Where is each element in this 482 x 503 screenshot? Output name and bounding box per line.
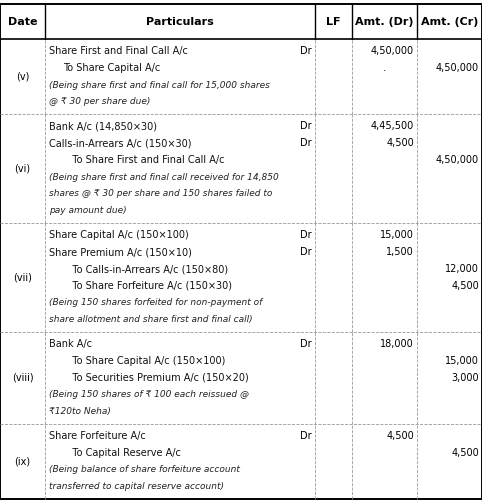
Text: 12,000: 12,000 — [445, 264, 479, 274]
Text: (vi): (vi) — [14, 163, 30, 174]
Text: To Capital Reserve A/c: To Capital Reserve A/c — [63, 448, 181, 458]
Text: 4,500: 4,500 — [386, 138, 414, 148]
Text: To Securities Premium A/c (150×20): To Securities Premium A/c (150×20) — [63, 373, 249, 383]
Text: Dr: Dr — [300, 247, 312, 257]
Text: Dr: Dr — [300, 46, 312, 56]
Text: 4,500: 4,500 — [451, 448, 479, 458]
Text: LF: LF — [326, 17, 341, 27]
Text: 4,50,000: 4,50,000 — [371, 46, 414, 56]
Text: 4,45,500: 4,45,500 — [371, 121, 414, 131]
Text: Bank A/c (14,850×30): Bank A/c (14,850×30) — [49, 121, 157, 131]
Text: Amt. (Cr): Amt. (Cr) — [421, 17, 478, 27]
Text: transferred to capital reserve account): transferred to capital reserve account) — [49, 482, 224, 491]
Text: 1,500: 1,500 — [386, 247, 414, 257]
Text: .: . — [383, 63, 386, 73]
Text: Particulars: Particulars — [146, 17, 214, 27]
Text: To Share Capital A/c: To Share Capital A/c — [63, 63, 160, 73]
Text: Date: Date — [8, 17, 37, 27]
Text: 4,500: 4,500 — [386, 431, 414, 441]
Text: Share Capital A/c (150×100): Share Capital A/c (150×100) — [49, 230, 189, 240]
Text: pay amount due): pay amount due) — [49, 206, 127, 215]
Text: Dr: Dr — [300, 138, 312, 148]
Text: 3,000: 3,000 — [451, 373, 479, 383]
Text: (viii): (viii) — [12, 373, 33, 383]
Text: To Share Capital A/c (150×100): To Share Capital A/c (150×100) — [63, 356, 226, 366]
Text: Calls-in-Arrears A/c (150×30): Calls-in-Arrears A/c (150×30) — [49, 138, 191, 148]
Text: ₹120to Neha): ₹120to Neha) — [49, 407, 111, 416]
Text: (vii): (vii) — [13, 273, 32, 283]
Text: 15,000: 15,000 — [445, 356, 479, 366]
Text: 15,000: 15,000 — [380, 230, 414, 240]
Text: 18,000: 18,000 — [380, 339, 414, 349]
Text: (Being balance of share forfeiture account: (Being balance of share forfeiture accou… — [49, 465, 240, 474]
Text: share allotment and share first and final call): share allotment and share first and fina… — [49, 315, 253, 324]
Text: Dr: Dr — [300, 431, 312, 441]
Text: (ix): (ix) — [14, 456, 30, 466]
Text: (Being 150 shares of ₹ 100 each reissued @: (Being 150 shares of ₹ 100 each reissued… — [49, 390, 249, 399]
Text: To Calls-in-Arrears A/c (150×80): To Calls-in-Arrears A/c (150×80) — [63, 264, 228, 274]
Text: To Share First and Final Call A/c: To Share First and Final Call A/c — [63, 155, 225, 165]
Text: 4,500: 4,500 — [451, 281, 479, 291]
Text: Dr: Dr — [300, 121, 312, 131]
Text: Dr: Dr — [300, 230, 312, 240]
Text: (Being 150 shares forfeited for non-payment of: (Being 150 shares forfeited for non-paym… — [49, 298, 262, 307]
Text: Amt. (Dr): Amt. (Dr) — [355, 17, 414, 27]
Text: Share First and Final Call A/c: Share First and Final Call A/c — [49, 46, 188, 56]
Text: 4,50,000: 4,50,000 — [436, 63, 479, 73]
Text: 4,50,000: 4,50,000 — [436, 155, 479, 165]
Text: (Being share first and final call received for 14,850: (Being share first and final call receiv… — [49, 173, 279, 182]
Text: shares @ ₹ 30 per share and 150 shares failed to: shares @ ₹ 30 per share and 150 shares f… — [49, 190, 272, 198]
Text: Dr: Dr — [300, 339, 312, 349]
Text: To Share Forfeiture A/c (150×30): To Share Forfeiture A/c (150×30) — [63, 281, 232, 291]
Text: Share Premium A/c (150×10): Share Premium A/c (150×10) — [49, 247, 192, 257]
Text: (Being share first and final call for 15,000 shares: (Being share first and final call for 15… — [49, 80, 270, 90]
Text: @ ₹ 30 per share due): @ ₹ 30 per share due) — [49, 98, 150, 107]
Text: Share Forfeiture A/c: Share Forfeiture A/c — [49, 431, 146, 441]
Text: Bank A/c: Bank A/c — [49, 339, 92, 349]
Text: (v): (v) — [16, 71, 29, 81]
